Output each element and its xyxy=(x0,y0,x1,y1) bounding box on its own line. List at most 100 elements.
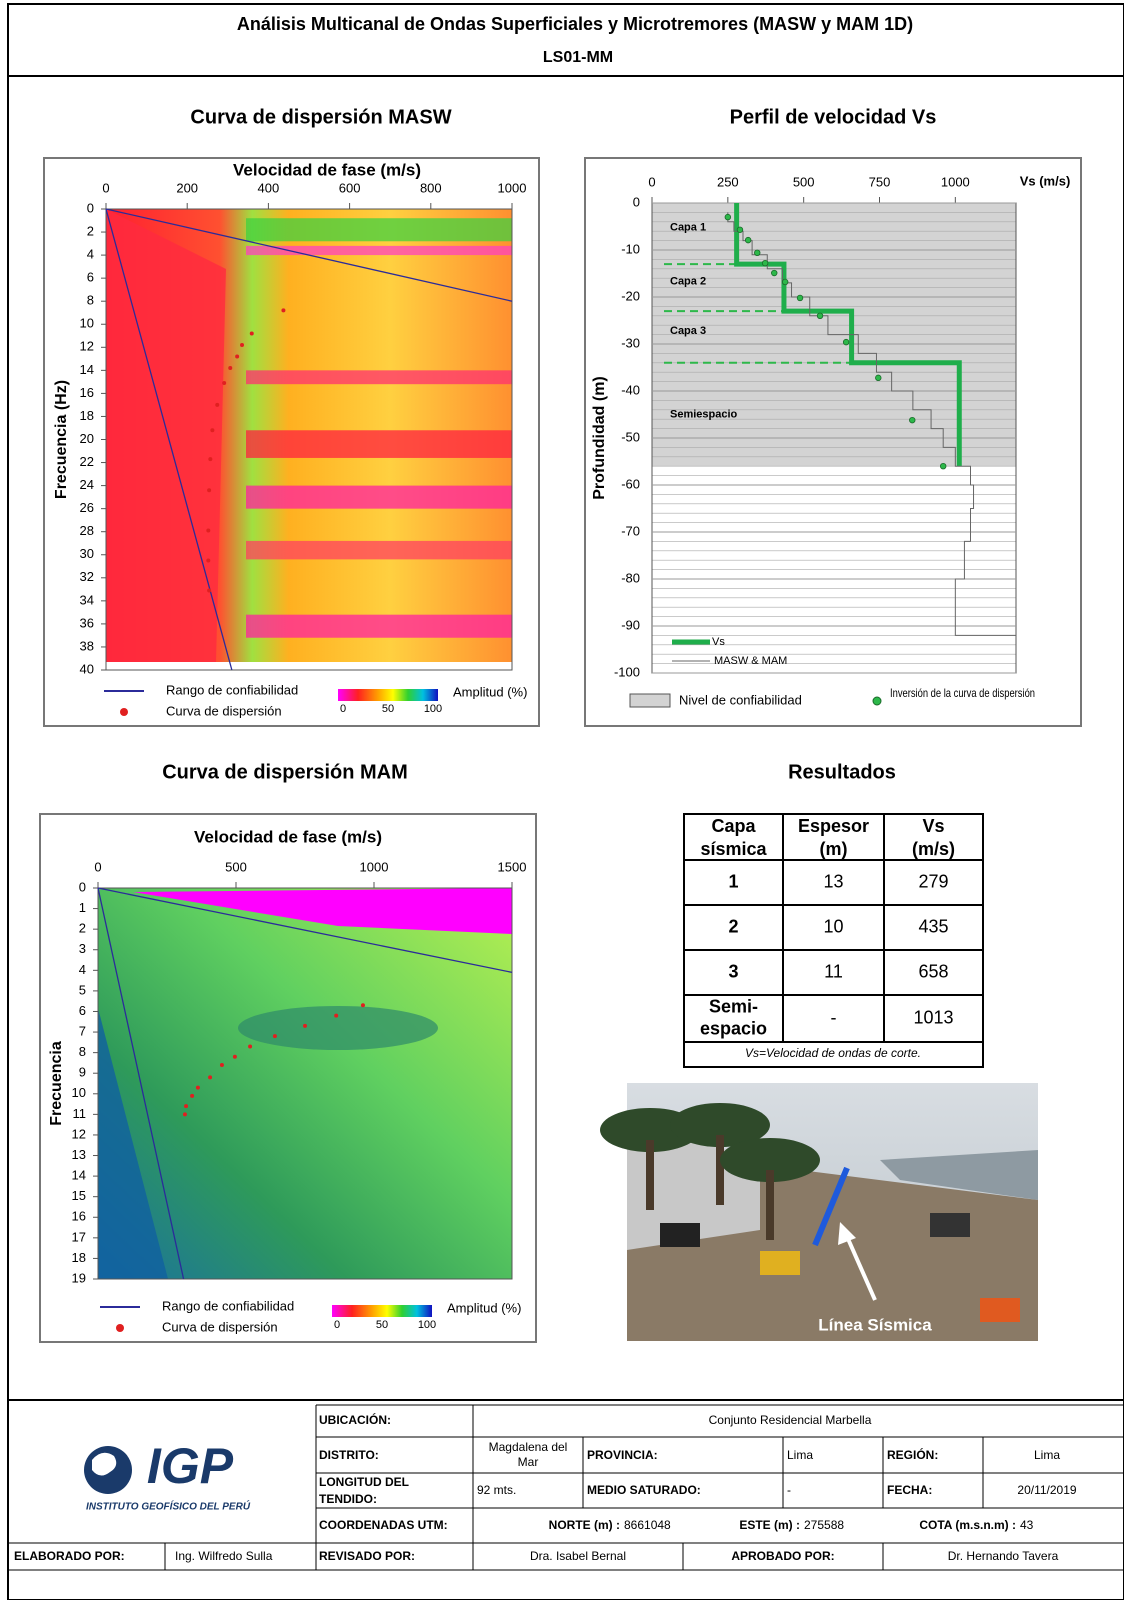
y-tick-label: 3 xyxy=(79,941,86,956)
y-tick-label: 19 xyxy=(72,1270,86,1285)
field-label: UBICACIÓN: xyxy=(319,1412,391,1427)
field-value: Lima xyxy=(787,1448,813,1462)
y-tick-label: 22 xyxy=(80,454,94,469)
dispersion-point xyxy=(228,366,233,371)
field-label: REVISADO POR: xyxy=(319,1549,415,1563)
dispersion-point xyxy=(219,1062,224,1067)
table-cell: espacio xyxy=(700,1018,767,1038)
y-tick-label: 4 xyxy=(87,247,94,262)
y-tick-label: 26 xyxy=(80,500,94,515)
field-label: APROBADO POR: xyxy=(731,1549,834,1563)
y-tick-label: 34 xyxy=(80,592,94,607)
y-tick-label: 17 xyxy=(72,1229,86,1244)
y-axis-label: Frecuencia (Hz) xyxy=(53,380,70,499)
heatmap-band xyxy=(246,245,512,256)
profile-line xyxy=(734,203,962,467)
y-tick-label: 10 xyxy=(72,1085,86,1100)
legend-label: Inversión de la curva de dispersión xyxy=(890,686,1035,700)
x-tick-label: 750 xyxy=(869,174,891,189)
y-tick-label: -10 xyxy=(621,241,640,256)
y-tick-label: 9 xyxy=(79,1065,86,1080)
heatmap-zone xyxy=(133,888,512,934)
photo-trunk xyxy=(766,1170,774,1240)
legend-label: Curva de dispersión xyxy=(166,703,282,718)
table-cell: 10 xyxy=(823,916,843,936)
y-tick-label: 30 xyxy=(80,546,94,561)
field-value: Ing. Wilfredo Sulla xyxy=(175,1549,273,1563)
dispersion-point xyxy=(360,1003,365,1008)
x-tick-label: 600 xyxy=(339,180,361,195)
legend-dot xyxy=(120,708,128,716)
dispersion-point xyxy=(272,1034,277,1039)
y-tick-label: 20 xyxy=(80,431,94,446)
y-tick-label: 6 xyxy=(87,270,94,285)
field-value: 8661048 xyxy=(624,1518,671,1532)
colorbar-label: Amplitud (%) xyxy=(447,1300,521,1315)
reliability-line xyxy=(105,208,513,302)
y-tick-label: -60 xyxy=(621,476,640,491)
y-tick-label: -40 xyxy=(621,382,640,397)
table-cell: 658 xyxy=(918,961,948,981)
inversion-point xyxy=(909,416,916,424)
field-label: COORDENADAS UTM: xyxy=(319,1518,448,1532)
logo-text: IGP xyxy=(147,1438,234,1494)
y-tick-label: 40 xyxy=(80,661,94,676)
y-tick-label: 1 xyxy=(79,900,86,915)
x-tick-label: 500 xyxy=(793,174,815,189)
y-tick-label: 8 xyxy=(87,293,94,308)
dispersion-point xyxy=(190,1093,195,1098)
y-tick-label: 0 xyxy=(87,200,94,215)
heatmap-band xyxy=(246,218,512,242)
legend-label: Curva de dispersión xyxy=(162,1319,278,1334)
inversion-point xyxy=(875,374,882,382)
colorbar-tick: 100 xyxy=(418,1319,436,1331)
table-cell: 13 xyxy=(823,871,843,891)
y-tick-label: 10 xyxy=(80,316,94,331)
inversion-point xyxy=(816,312,824,319)
field-label: COTA (m.s.n.m) : xyxy=(919,1518,1016,1532)
layer-label: Capa 3 xyxy=(670,325,706,337)
dispersion-point xyxy=(207,488,212,493)
x-tick-label: 1000 xyxy=(498,180,527,195)
legend-box xyxy=(629,693,671,708)
dispersion-point xyxy=(215,402,220,407)
x-tick-label: 250 xyxy=(717,174,739,189)
y-tick-label: 13 xyxy=(72,1147,86,1162)
table-cell: - xyxy=(831,1007,837,1027)
x-tick-label: 1000 xyxy=(941,174,970,189)
field-label: REGIÓN: xyxy=(887,1447,938,1462)
photo-equipment xyxy=(980,1298,1020,1322)
heatmap-band xyxy=(246,485,512,509)
colorbar-label: Amplitud (%) xyxy=(453,684,527,699)
field-value: 43 xyxy=(1020,1518,1034,1532)
y-tick-label: 18 xyxy=(72,1250,86,1265)
table-cell: 11 xyxy=(824,961,843,981)
chart-title: Perfil de velocidad Vs xyxy=(730,106,937,128)
photo-arrow-head xyxy=(838,1222,856,1245)
inversion-point xyxy=(736,226,744,233)
inversion-point xyxy=(842,338,850,346)
photo-trunk xyxy=(646,1140,654,1210)
y-tick-label: 7 xyxy=(79,1023,86,1038)
y-tick-label: 12 xyxy=(80,339,94,354)
y-tick-label: 38 xyxy=(80,638,94,653)
field-label: NORTE (m) : xyxy=(549,1518,620,1532)
heatmap-zone xyxy=(238,1006,438,1050)
dispersion-point xyxy=(206,558,211,563)
y-tick-label: 12 xyxy=(72,1126,86,1141)
legend-label: Vs xyxy=(712,636,725,648)
dispersion-point xyxy=(281,308,286,313)
inversion-point xyxy=(754,249,761,257)
field-label: LONGITUD DEL xyxy=(319,1475,409,1489)
table-cell: 2 xyxy=(728,916,738,936)
inversion-point xyxy=(796,294,804,302)
y-tick-label: -50 xyxy=(621,429,640,444)
legend-label: Rango de confiabilidad xyxy=(162,1298,294,1313)
colorbar-tick: 50 xyxy=(376,1319,388,1331)
field-value: 275588 xyxy=(804,1518,844,1532)
y-tick-label: 36 xyxy=(80,615,94,630)
y-tick-label: 8 xyxy=(79,1044,86,1059)
y-tick-label: 18 xyxy=(80,408,94,423)
colorbar-tick: 100 xyxy=(424,703,442,715)
